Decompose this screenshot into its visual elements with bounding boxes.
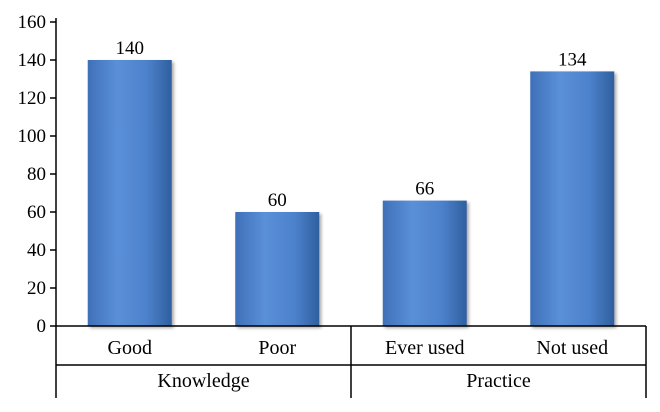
data-label: 60 (268, 190, 287, 211)
x-group-label: Practice (466, 370, 531, 392)
x-group-label: Knowledge (157, 370, 249, 392)
bar-not-used (530, 71, 615, 327)
data-labels-layer: 140 60 66 134 (116, 38, 588, 211)
bar-ever-used (382, 200, 467, 326)
y-tick-label: 100 (18, 126, 47, 147)
y-tick-label: 160 (18, 12, 47, 33)
bars-layer (87, 60, 615, 327)
data-label: 66 (415, 179, 434, 200)
x-category-label: Not used (536, 337, 608, 359)
bar-good (87, 60, 172, 326)
axes-layer: 0 20 40 60 80 100 120 140 160 Good Poor Ever used No… (18, 12, 647, 398)
x-category-label: Poor (258, 337, 296, 359)
bar-poor (235, 212, 320, 326)
x-category-label: Ever used (385, 337, 464, 359)
y-tick-label: 140 (18, 50, 47, 71)
x-category-label: Good (108, 337, 152, 359)
y-tick-label: 60 (27, 202, 46, 223)
y-tick-label: 20 (27, 278, 46, 299)
y-tick-label: 0 (37, 316, 47, 337)
y-tick-label: 120 (18, 88, 47, 109)
data-label: 134 (558, 49, 587, 70)
y-tick-label: 40 (27, 240, 46, 261)
data-label: 140 (116, 38, 145, 59)
y-tick-label: 80 (27, 164, 46, 185)
